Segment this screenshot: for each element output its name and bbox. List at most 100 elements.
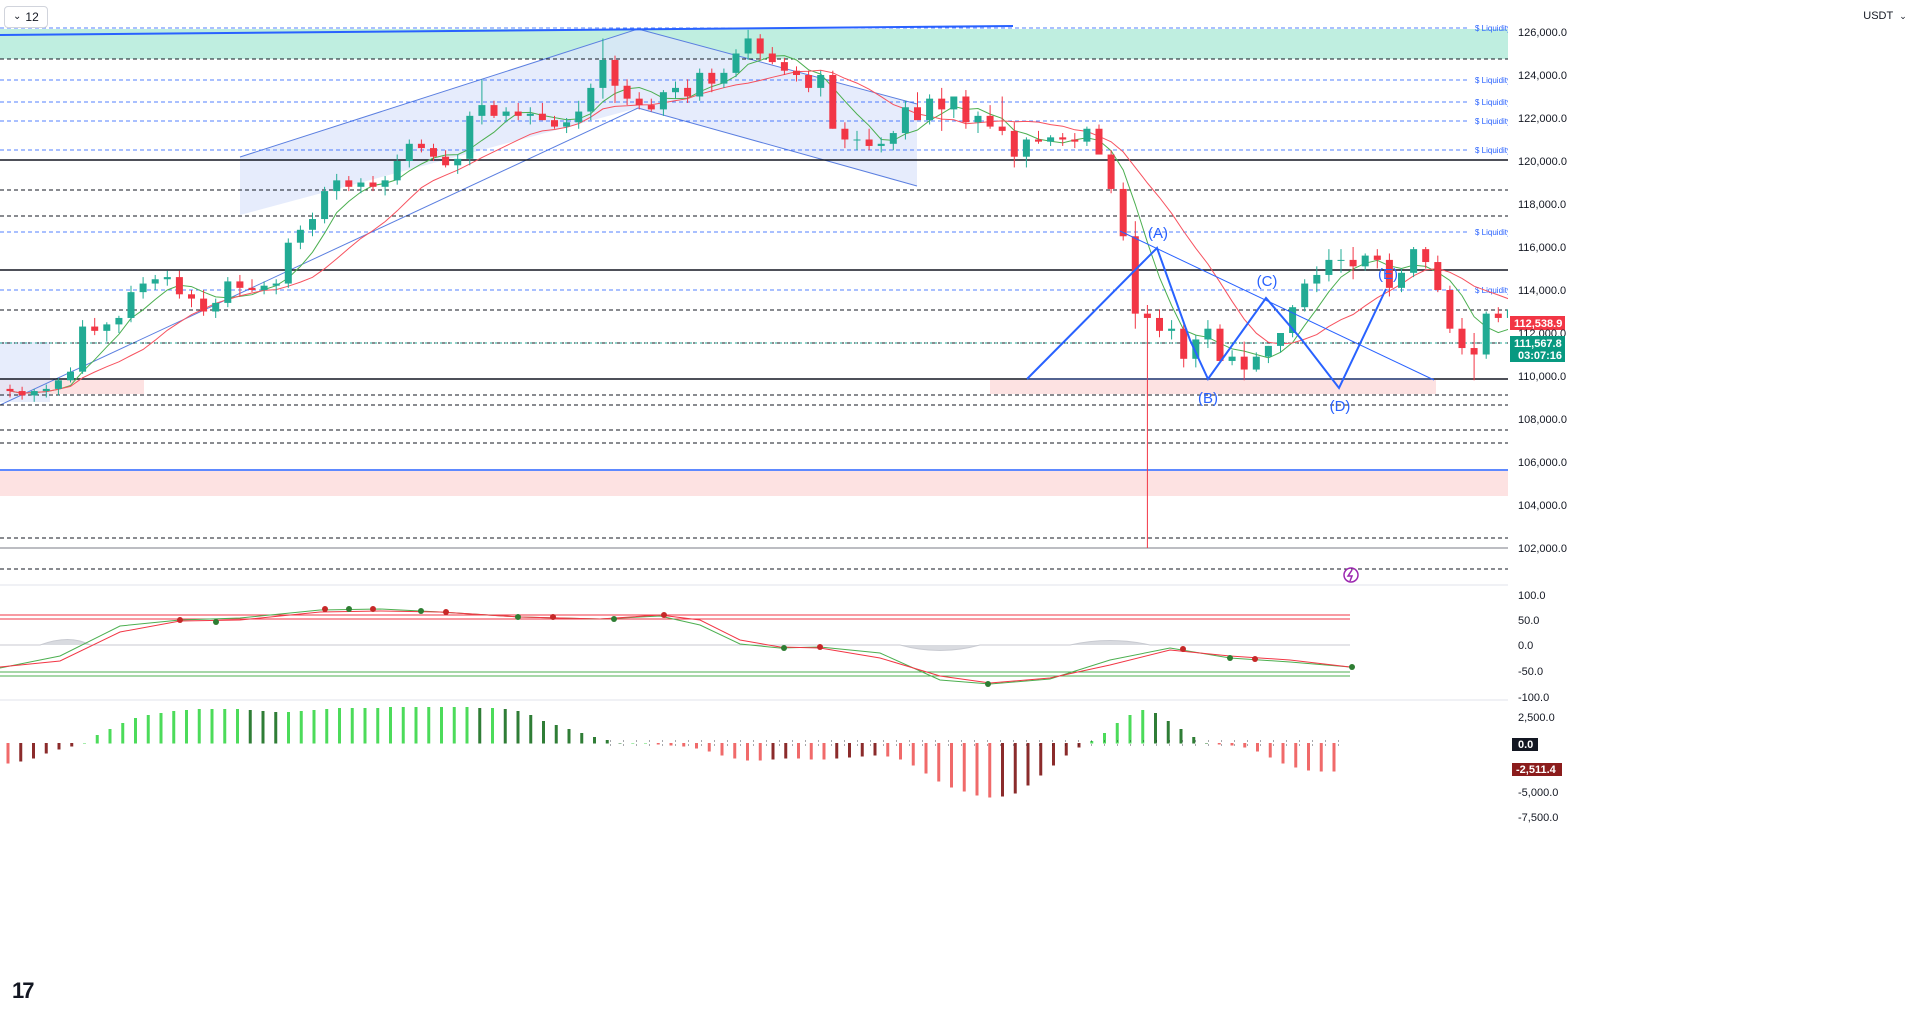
candle <box>369 176 377 192</box>
price-tick-label: 104,000.0 <box>1518 500 1567 512</box>
candle <box>950 96 958 118</box>
candle <box>1277 333 1284 353</box>
candle-body <box>333 180 341 192</box>
candle <box>478 79 486 125</box>
candle-body <box>1494 313 1502 318</box>
stoch-cross-dot <box>213 619 219 625</box>
candle-body <box>1216 328 1224 361</box>
price-tick-label: 114,000.0 <box>1518 285 1566 297</box>
candle-body <box>357 182 365 187</box>
candle-body <box>345 180 353 187</box>
candle <box>466 111 474 166</box>
demand-zone-red <box>0 471 1508 496</box>
wave-pattern-line <box>1026 246 1387 390</box>
candle-body <box>926 98 934 121</box>
stoch-cross-dot <box>781 645 787 651</box>
candle <box>357 178 365 194</box>
candle <box>442 150 450 168</box>
candle-body <box>563 122 571 127</box>
candle <box>768 47 776 65</box>
candle <box>1071 133 1079 149</box>
candle-body <box>1373 255 1381 260</box>
candle-body <box>91 326 99 331</box>
candle-body <box>829 75 837 129</box>
macd-current-label: -2,511.4 <box>1516 764 1557 776</box>
candle <box>889 130 897 151</box>
candle-body <box>974 115 982 123</box>
candle-body <box>67 371 74 381</box>
stoch-histogram <box>0 639 1350 651</box>
candle-body <box>430 148 437 157</box>
candle <box>1349 247 1357 280</box>
candle <box>200 290 208 316</box>
candle-body <box>212 302 220 312</box>
countdown-label: 03:07:16 <box>1518 350 1562 362</box>
candle-body <box>296 229 304 243</box>
candle <box>684 79 692 103</box>
stoch-cross-dot <box>346 606 352 612</box>
candle-body <box>599 59 607 88</box>
axis-gap <box>1510 330 1565 338</box>
candle <box>1047 135 1055 146</box>
candle-body <box>1482 313 1490 355</box>
candle <box>188 290 195 308</box>
candle-body <box>986 115 994 127</box>
candle <box>793 66 800 82</box>
candle <box>1216 324 1224 361</box>
candle-body <box>139 283 147 293</box>
stoch-cross-dot <box>418 608 424 614</box>
price-tick-label: 102,000.0 <box>1518 543 1567 555</box>
candle <box>79 320 87 374</box>
lightning-icon-bolt <box>1346 569 1354 582</box>
candle <box>1313 266 1321 293</box>
stoch-tick-label: 50.0 <box>1518 615 1539 627</box>
candle <box>1446 285 1454 333</box>
candle <box>333 173 341 200</box>
candle <box>720 68 728 88</box>
candle <box>599 38 607 99</box>
liquidity-label: $ Liquidity <box>1475 117 1511 126</box>
tradingview-logo-icon: 17 <box>12 978 35 1003</box>
candle <box>175 270 183 299</box>
candle <box>974 111 982 134</box>
candle <box>1494 307 1502 323</box>
candle-body <box>1071 139 1079 142</box>
candle <box>67 367 74 383</box>
candle-body <box>708 72 716 84</box>
price-axis[interactable]: 126,000.0 124,000.0 122,000.0 120,000.0 118,… <box>1508 0 1917 1017</box>
channel-upper-line <box>239 28 639 158</box>
candle <box>42 384 50 398</box>
candle-body <box>817 75 825 88</box>
macd-current-badge <box>1512 763 1562 776</box>
candle <box>1119 182 1127 241</box>
candle-body <box>1434 262 1442 290</box>
interval-button[interactable]: ⌄ 12 <box>4 6 48 28</box>
candle-body <box>1143 313 1151 318</box>
candle <box>1095 124 1103 155</box>
candle <box>417 139 425 153</box>
candle-body <box>526 113 534 116</box>
candle-body <box>587 87 595 112</box>
candle-body <box>793 70 800 75</box>
triangle-upper-line <box>1119 230 1435 381</box>
candle-body <box>381 180 389 187</box>
current-price-badge <box>1510 336 1565 362</box>
candle-body <box>756 38 764 54</box>
candle <box>563 118 571 134</box>
candle-body <box>1470 348 1478 355</box>
candle <box>526 107 534 125</box>
candle <box>91 317 99 336</box>
candle <box>115 315 123 333</box>
candle-body <box>1361 255 1369 267</box>
price-tick-label: 124,000.0 <box>1518 70 1567 82</box>
candle <box>587 83 595 121</box>
candle-body <box>478 105 486 116</box>
candle <box>986 105 994 129</box>
candle <box>1252 352 1260 372</box>
candle <box>1422 247 1430 269</box>
candle-body <box>442 156 450 166</box>
stoch-cross-dot <box>985 681 991 687</box>
currency-selector[interactable]: USDT ⌄ <box>1853 0 1917 32</box>
candle <box>514 102 522 121</box>
